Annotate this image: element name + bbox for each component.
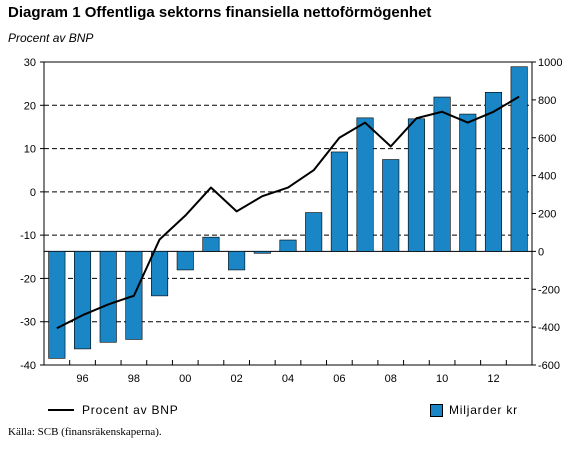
bar bbox=[382, 159, 400, 252]
bar bbox=[151, 251, 169, 297]
x-tick-label: 96 bbox=[76, 373, 88, 385]
bar bbox=[330, 151, 348, 252]
left-tick-label: 30 bbox=[24, 57, 36, 69]
x-tick-label: 08 bbox=[385, 373, 397, 385]
x-tick-label: 02 bbox=[231, 373, 243, 385]
x-tick-label: 00 bbox=[179, 373, 191, 385]
bar bbox=[407, 118, 425, 252]
legend-item-bar: Miljarder kr bbox=[430, 403, 518, 417]
legend-line-swatch bbox=[48, 409, 74, 411]
bar bbox=[48, 251, 66, 359]
right-tick-label: -400 bbox=[538, 322, 560, 334]
bar bbox=[176, 251, 194, 271]
legend-line-label: Procent av BNP bbox=[82, 403, 179, 417]
left-tick-label: -30 bbox=[20, 317, 36, 329]
legend-bar-label: Miljarder kr bbox=[449, 403, 518, 417]
left-tick-label: -10 bbox=[20, 230, 36, 242]
x-tick-label: 04 bbox=[282, 373, 294, 385]
series-line bbox=[56, 95, 520, 330]
legend-item-line: Procent av BNP bbox=[48, 403, 179, 417]
right-tick-label: 1000 bbox=[538, 57, 562, 69]
bar bbox=[279, 239, 297, 252]
legend-bar-swatch bbox=[430, 403, 443, 417]
left-tick-label: 0 bbox=[30, 187, 36, 199]
x-tick-label: 06 bbox=[333, 373, 345, 385]
bar bbox=[433, 96, 451, 252]
right-tick-label: 400 bbox=[538, 171, 556, 183]
bar bbox=[228, 251, 246, 271]
bar bbox=[202, 236, 220, 252]
left-tick-label: 10 bbox=[24, 144, 36, 156]
left-tick-label: -20 bbox=[20, 273, 36, 285]
bar bbox=[459, 113, 477, 252]
bar bbox=[510, 66, 528, 252]
source-note: Källa: SCB (finansräkenskaperna). bbox=[8, 426, 162, 438]
chart-title: Diagram 1 Offentliga sektorns finansiell… bbox=[8, 4, 432, 21]
right-tick-label: 0 bbox=[538, 246, 544, 258]
bar bbox=[74, 251, 92, 350]
bar-layer bbox=[48, 66, 528, 359]
right-tick-label: 600 bbox=[538, 133, 556, 145]
bar bbox=[484, 92, 502, 252]
bar bbox=[253, 251, 271, 254]
x-tick-label: 10 bbox=[436, 373, 448, 385]
left-tick-label: -40 bbox=[20, 360, 36, 372]
bar bbox=[305, 212, 323, 252]
x-tick-label: 12 bbox=[487, 373, 499, 385]
axis-layer: -40-30-20-100102030-600-400-200020040060… bbox=[20, 57, 562, 385]
bar bbox=[356, 117, 374, 252]
right-tick-label: 800 bbox=[538, 95, 556, 107]
line-layer bbox=[56, 95, 520, 330]
right-tick-label: -200 bbox=[538, 284, 560, 296]
right-tick-label: -600 bbox=[538, 360, 560, 372]
chart-subtitle: Procent av BNP bbox=[8, 31, 94, 45]
plot-frame bbox=[43, 61, 533, 366]
grid-layer bbox=[44, 104, 532, 323]
left-tick-label: 20 bbox=[24, 100, 36, 112]
bar bbox=[99, 251, 117, 343]
right-tick-label: 200 bbox=[538, 209, 556, 221]
x-tick-label: 98 bbox=[128, 373, 140, 385]
